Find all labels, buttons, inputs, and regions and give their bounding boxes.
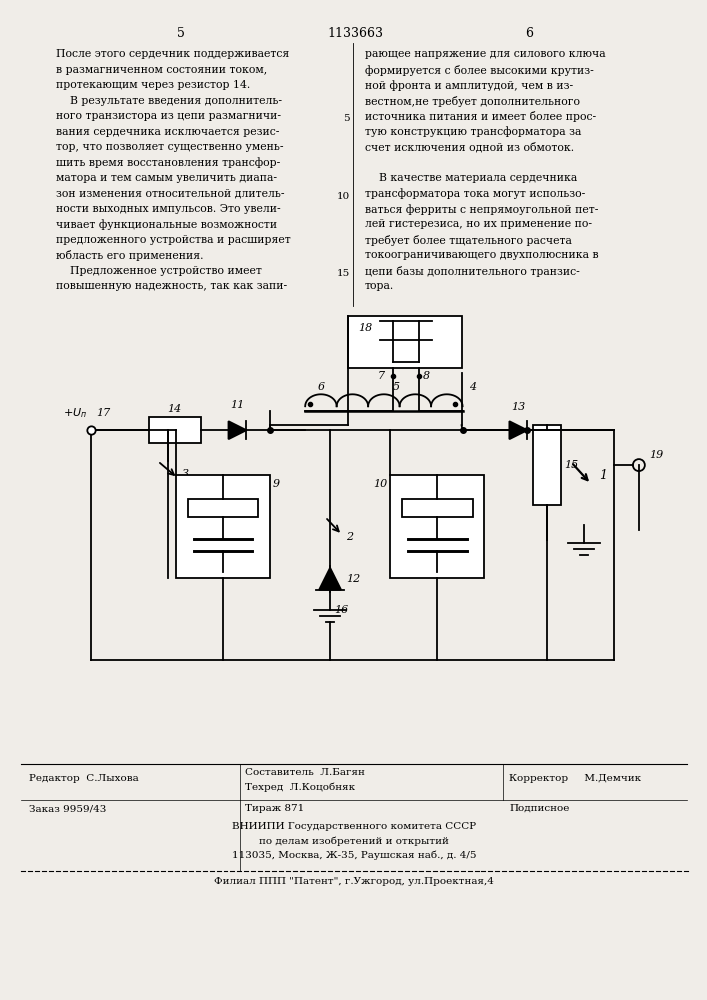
Text: 9: 9 xyxy=(272,479,279,489)
Text: цепи базы дополнительного транзис-: цепи базы дополнительного транзис- xyxy=(365,266,580,277)
Bar xyxy=(148,417,201,443)
Text: Техред  Л.Коцобняк: Техред Л.Коцобняк xyxy=(245,782,356,792)
Text: ВНИИПИ Государственного комитета СССР: ВНИИПИ Государственного комитета СССР xyxy=(232,822,476,831)
Text: 4: 4 xyxy=(469,382,476,392)
Text: 6: 6 xyxy=(317,382,325,392)
Text: счет исключения одной из обмоток.: счет исключения одной из обмоток. xyxy=(365,142,574,153)
Text: 8: 8 xyxy=(423,371,430,381)
Text: 7: 7 xyxy=(378,371,385,381)
Text: 18: 18 xyxy=(358,323,372,333)
Bar xyxy=(402,499,472,517)
Text: рающее напряжение для силового ключа: рающее напряжение для силового ключа xyxy=(365,49,606,59)
Text: 5: 5 xyxy=(344,114,350,123)
Bar xyxy=(390,475,484,578)
Text: в размагниченном состоянии током,: в размагниченном состоянии током, xyxy=(56,65,267,75)
Bar xyxy=(533,425,561,505)
Text: юбласть его применения.: юбласть его применения. xyxy=(56,250,204,261)
Text: 2: 2 xyxy=(346,532,354,542)
Text: шить время восстановления трансфор-: шить время восстановления трансфор- xyxy=(56,157,281,168)
Text: Тираж 871: Тираж 871 xyxy=(245,804,305,813)
Text: 11: 11 xyxy=(230,400,245,410)
Text: ной фронта и амплитудой, чем в из-: ной фронта и амплитудой, чем в из- xyxy=(365,80,573,91)
Text: 10: 10 xyxy=(337,192,350,201)
Text: 1: 1 xyxy=(599,469,607,482)
Text: 14: 14 xyxy=(168,404,182,414)
Text: 113035, Москва, Ж-35, Раушская наб., д. 4/5: 113035, Москва, Ж-35, Раушская наб., д. … xyxy=(232,850,477,860)
Text: матора и тем самым увеличить диапа-: матора и тем самым увеличить диапа- xyxy=(56,173,277,183)
Text: 3: 3 xyxy=(182,469,189,479)
Text: 1133663: 1133663 xyxy=(327,27,383,40)
Text: Заказ 9959/43: Заказ 9959/43 xyxy=(29,804,107,813)
Text: ности выходных импульсов. Это увели-: ности выходных импульсов. Это увели- xyxy=(56,204,281,214)
Text: зон изменения относительной длитель-: зон изменения относительной длитель- xyxy=(56,188,285,198)
Text: вания сердечника исключается резис-: вания сердечника исключается резис- xyxy=(56,127,279,137)
Bar xyxy=(348,316,462,368)
Text: токоограничивающего двухполюсника в: токоограничивающего двухполюсника в xyxy=(365,250,599,260)
Text: Редактор  С.Лыхова: Редактор С.Лыхова xyxy=(29,774,139,783)
Text: по делам изобретений и открытий: по делам изобретений и открытий xyxy=(259,836,449,846)
Text: лей гистерезиса, но их применение по-: лей гистерезиса, но их применение по- xyxy=(365,219,592,229)
Text: После этого сердечник поддерживается: После этого сердечник поддерживается xyxy=(56,49,289,59)
Text: предложенного устройства и расширяет: предложенного устройства и расширяет xyxy=(56,235,291,245)
Text: 5: 5 xyxy=(393,382,400,392)
Text: 13: 13 xyxy=(511,402,525,412)
Text: тор, что позволяет существенно умень-: тор, что позволяет существенно умень- xyxy=(56,142,284,152)
Text: 15: 15 xyxy=(337,269,350,278)
Text: 16: 16 xyxy=(334,605,349,615)
Text: 15: 15 xyxy=(564,460,578,470)
Text: 6: 6 xyxy=(525,27,533,40)
Text: В качестве материала сердечника: В качестве материала сердечника xyxy=(365,173,577,183)
Polygon shape xyxy=(509,421,527,439)
Text: формируется с более высокими крутиз-: формируется с более высокими крутиз- xyxy=(365,65,594,76)
Text: Филиал ППП "Патент", г.Ужгород, ул.Проектная,4: Филиал ППП "Патент", г.Ужгород, ул.Проек… xyxy=(214,877,494,886)
Text: Составитель  Л.Багян: Составитель Л.Багян xyxy=(245,768,366,777)
Text: Подписное: Подписное xyxy=(509,804,570,813)
Text: Корректор     М.Демчик: Корректор М.Демчик xyxy=(509,774,641,783)
Text: тора.: тора. xyxy=(365,281,395,291)
Text: требует более тщательного расчета: требует более тщательного расчета xyxy=(365,235,572,246)
Text: ного транзистора из цепи размагничи-: ного транзистора из цепи размагничи- xyxy=(56,111,281,121)
Text: 19: 19 xyxy=(649,450,663,460)
Text: трансформатора тока могут использо-: трансформатора тока могут использо- xyxy=(365,188,585,199)
Text: вестном,не требует дополнительного: вестном,не требует дополнительного xyxy=(365,96,580,107)
Text: 10: 10 xyxy=(373,479,388,489)
Text: источника питания и имеет более прос-: источника питания и имеет более прос- xyxy=(365,111,596,122)
Text: 12: 12 xyxy=(346,574,361,584)
Bar xyxy=(187,499,258,517)
Text: +$U_п$: +$U_п$ xyxy=(63,406,87,420)
Text: ваться ферриты с непрямоугольной пет-: ваться ферриты с непрямоугольной пет- xyxy=(365,204,598,215)
Polygon shape xyxy=(228,421,247,439)
Bar xyxy=(176,475,270,578)
Text: тую конструкцию трансформатора за: тую конструкцию трансформатора за xyxy=(365,127,581,137)
Text: В результате введения дополнитель-: В результате введения дополнитель- xyxy=(56,96,282,106)
Text: протекающим через резистор 14.: протекающим через резистор 14. xyxy=(56,80,250,90)
Polygon shape xyxy=(319,568,341,590)
Text: Предложенное устройство имеет: Предложенное устройство имеет xyxy=(56,266,262,276)
Text: повышенную надежность, так как запи-: повышенную надежность, так как запи- xyxy=(56,281,287,291)
Text: чивает функциональные возможности: чивает функциональные возможности xyxy=(56,219,277,230)
Text: 5: 5 xyxy=(177,27,185,40)
Text: 17: 17 xyxy=(96,408,110,418)
